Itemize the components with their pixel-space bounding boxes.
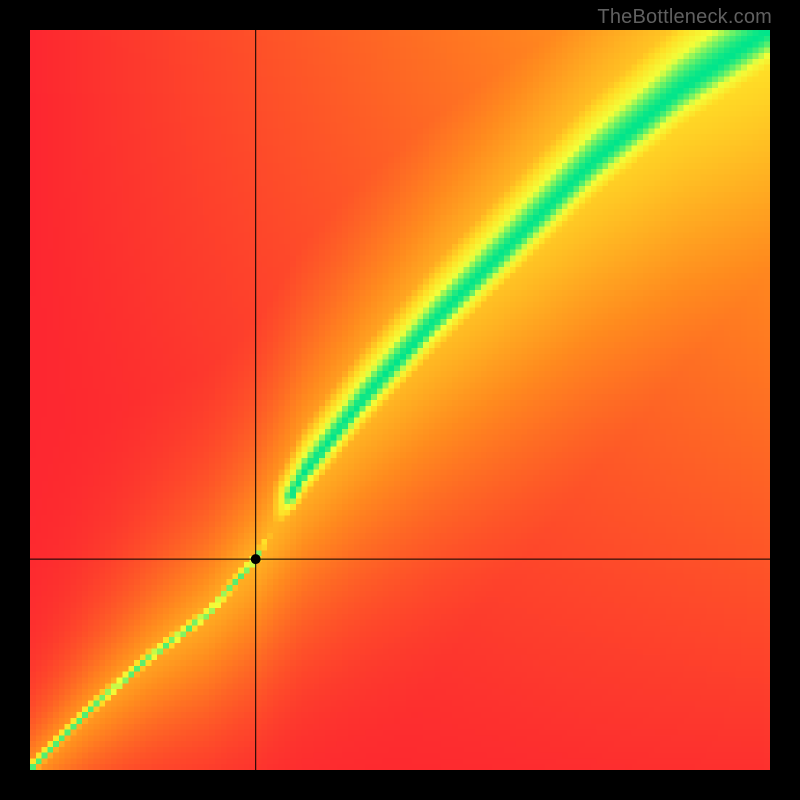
chart-container: TheBottleneck.com [0, 0, 800, 800]
crosshair-marker [251, 554, 261, 564]
watermark-text: TheBottleneck.com [597, 6, 772, 29]
crosshair-overlay [0, 0, 800, 800]
